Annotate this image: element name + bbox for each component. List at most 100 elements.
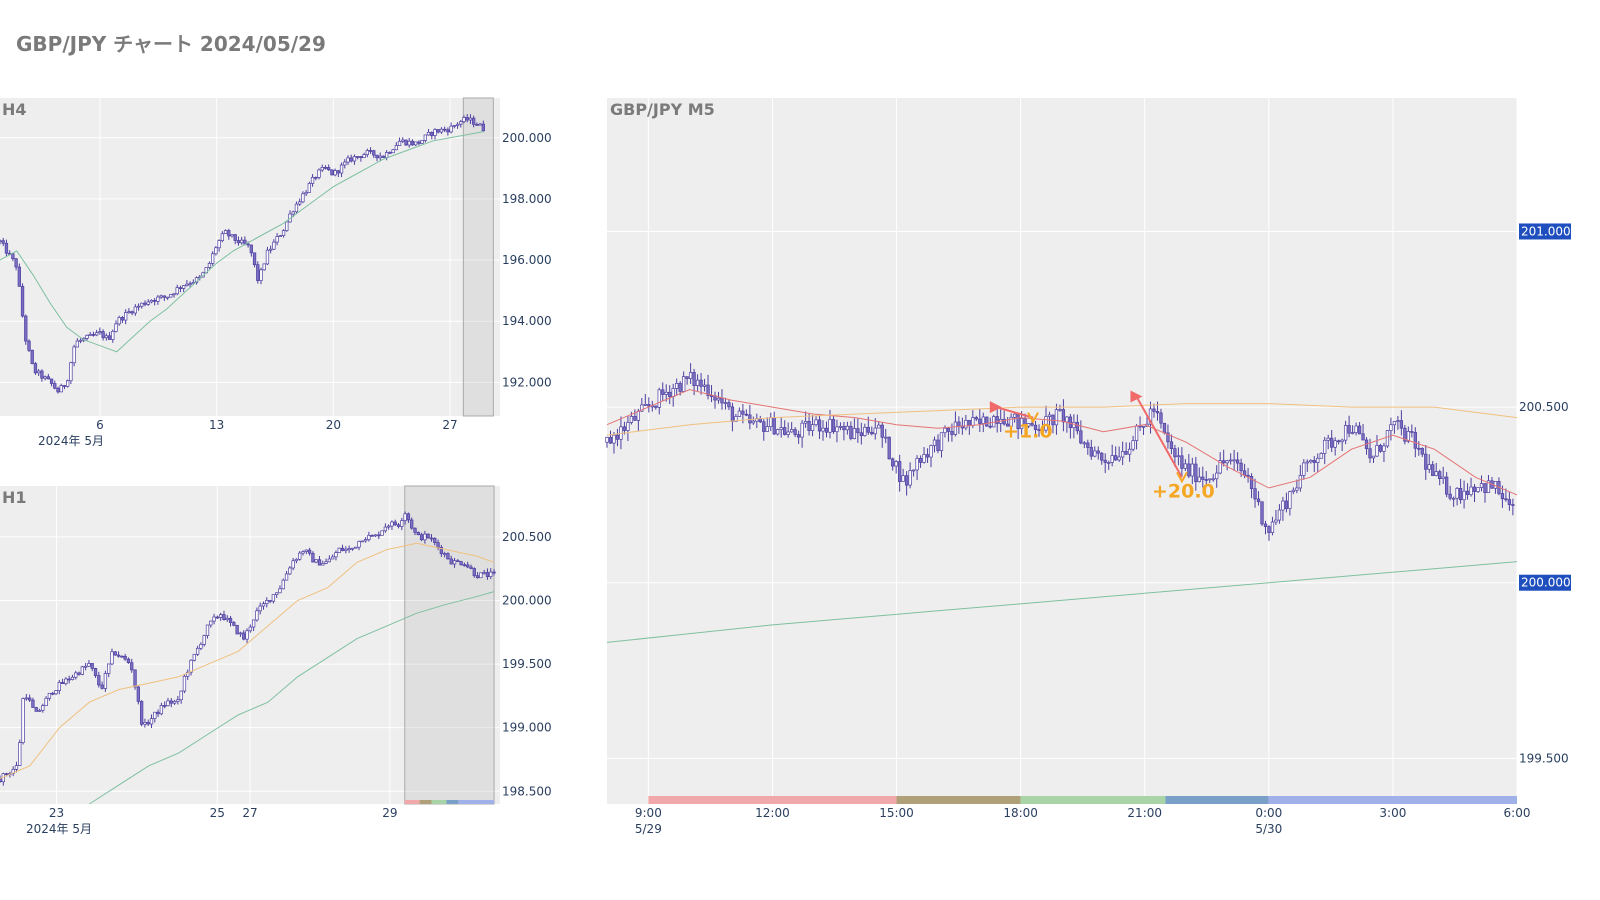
m5-candle-body — [1127, 448, 1132, 455]
h1-candle-body — [485, 572, 490, 577]
m5-candle-body — [814, 419, 818, 426]
m5-x-tick-label: 3:00 — [1379, 806, 1406, 820]
m5-trade-line — [1135, 396, 1183, 478]
h1-candle-body — [238, 632, 243, 635]
h1-session-band — [404, 800, 420, 804]
m5-candle-body — [1054, 409, 1059, 426]
m5-candle-body — [727, 402, 731, 408]
h4-candle-body — [249, 244, 253, 254]
m5-candle-body — [1061, 409, 1066, 423]
h4-candle-body — [381, 155, 386, 158]
h1-y-tick-label: 200.500 — [502, 530, 552, 544]
h1-panel-title: H1 — [2, 488, 27, 507]
h1-candle-body — [0, 778, 2, 783]
m5-candle-body — [1110, 455, 1114, 463]
m5-candle-body — [1511, 504, 1515, 506]
h4-candle-body — [233, 234, 237, 241]
m5-panel-title: GBP/JPY M5 — [610, 100, 715, 119]
h4-candle-body — [159, 295, 163, 298]
h1-candle-body — [439, 546, 443, 554]
m5-candle-body — [995, 416, 999, 424]
h1-candle-body — [202, 635, 206, 645]
h4-candle-body — [439, 128, 444, 133]
m5-candle-body — [1462, 490, 1466, 501]
h4-candle-body — [465, 117, 469, 121]
h1-x-tick-label: 29 — [382, 806, 397, 820]
h1-candle-body — [314, 559, 318, 563]
m5-candle-body — [1361, 433, 1365, 441]
m5-candle-body — [661, 389, 665, 395]
m5-candle-body — [1316, 457, 1320, 463]
h4-candle-body — [272, 241, 276, 250]
m5-candle-body — [828, 419, 832, 433]
m5-candle-body — [720, 397, 724, 404]
h1-candle-body — [433, 537, 437, 543]
h4-candle-body — [320, 167, 324, 171]
m5-candle-body — [1472, 486, 1477, 492]
m5-candle-body — [1117, 456, 1121, 461]
h4-candle-body — [472, 117, 476, 125]
m5-candle-body — [1434, 471, 1438, 476]
h4-candle-body — [117, 317, 121, 325]
m5-moving-average — [606, 403, 1518, 436]
h1-candle-body — [390, 521, 394, 527]
m5-candle-body — [1044, 416, 1048, 431]
m5-candle-body — [835, 426, 839, 433]
m5-candle-body — [922, 454, 926, 463]
h4-candle-body — [1, 240, 5, 244]
h1-candle-body — [130, 662, 134, 671]
h1-candle-body — [139, 701, 144, 725]
h1-moving-average — [0, 542, 495, 780]
h1-candle-body — [83, 665, 88, 668]
m5-candle-body — [1096, 450, 1100, 454]
h4-candle-body — [130, 311, 134, 314]
h1-candle-body — [298, 552, 302, 560]
h1-candle-body — [179, 690, 183, 701]
m5-candle-body — [1267, 526, 1271, 533]
m5-candle-body — [943, 427, 947, 434]
h1-candle-body — [90, 663, 94, 669]
h4-candle-body — [330, 169, 334, 176]
h1-candle-body — [74, 672, 78, 678]
h1-candle-body — [116, 654, 121, 657]
h1-candle-body — [182, 675, 187, 692]
m5-candle-body — [1249, 476, 1254, 489]
h1-y-tick-label: 200.000 — [502, 593, 552, 607]
m5-candle-body — [1246, 474, 1250, 477]
h4-candle-body — [214, 247, 218, 255]
h4-candle-body — [262, 263, 266, 271]
m5-candle-body — [925, 454, 930, 458]
m5-candle-body — [1378, 445, 1383, 452]
h4-candle-body — [156, 296, 160, 302]
m5-candle-body — [1291, 489, 1296, 493]
h4-y-tick-label: 192.000 — [502, 375, 552, 389]
h1-candle-body — [281, 579, 285, 590]
h4-candle-body — [133, 306, 137, 314]
h4-candle-body — [20, 285, 25, 317]
h1-candle-body — [387, 525, 391, 528]
m5-candle-body — [1229, 459, 1233, 462]
h4-candle-body — [294, 203, 299, 213]
h1-candle-body — [222, 614, 226, 620]
m5-candle-body — [1305, 461, 1309, 464]
h4-candle-body — [11, 253, 15, 260]
m5-session-band — [896, 796, 1021, 804]
h1-candle-body — [136, 686, 140, 702]
m5-plot-area — [607, 98, 1517, 804]
m5-candle-body — [1431, 464, 1435, 476]
m5-candle-body — [1270, 521, 1275, 533]
m5-candle-body — [1180, 455, 1184, 469]
h4-candle-body — [256, 264, 260, 281]
m5-session-band — [1165, 796, 1269, 804]
h1-candle-body — [47, 692, 52, 699]
h1-y-tick-label: 198.500 — [502, 784, 552, 798]
h4-candle-body — [246, 243, 250, 246]
m5-candle-body — [699, 379, 703, 387]
page-title: GBP/JPY チャート 2024/05/29 — [16, 32, 326, 56]
h1-candle-body — [172, 701, 177, 704]
m5-candle-body — [1500, 493, 1505, 500]
h1-candle-body — [406, 513, 411, 521]
h4-candle-body — [227, 230, 231, 237]
m5-candle-body — [1124, 451, 1128, 455]
